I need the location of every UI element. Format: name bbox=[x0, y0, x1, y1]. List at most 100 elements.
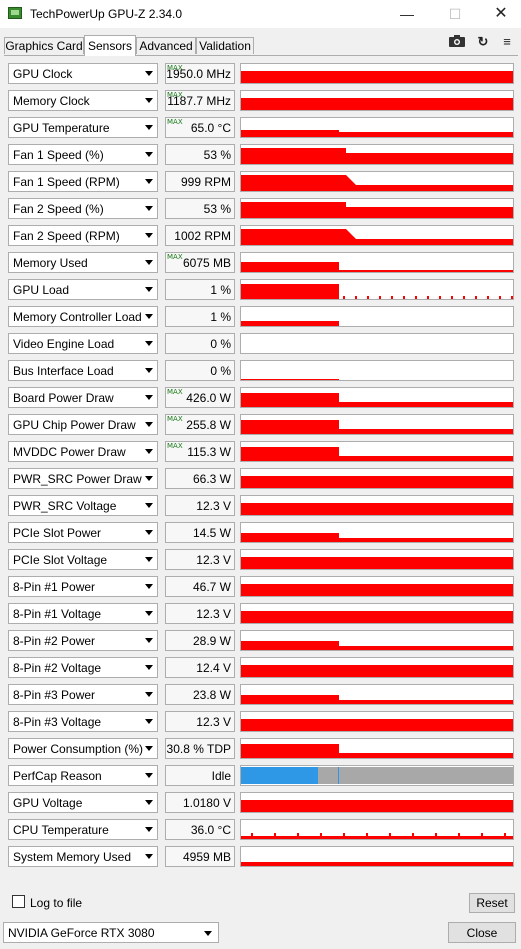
chevron-down-icon bbox=[145, 611, 153, 616]
sensor-value-box: 4959 MB bbox=[165, 846, 235, 867]
sensor-label-dropdown[interactable]: Video Engine Load bbox=[8, 333, 158, 354]
reset-button[interactable]: Reset bbox=[469, 893, 515, 913]
close-window-button[interactable]: ✕ bbox=[494, 5, 508, 22]
sensor-graph bbox=[240, 657, 514, 678]
chevron-down-icon bbox=[145, 206, 153, 211]
sensor-label-dropdown[interactable]: 8-Pin #2 Power bbox=[8, 630, 158, 651]
sensor-label-dropdown[interactable]: System Memory Used bbox=[8, 846, 158, 867]
sensor-graph bbox=[240, 603, 514, 624]
sensor-label-dropdown[interactable]: MVDDC Power Draw bbox=[8, 441, 158, 462]
sensor-value-box: 12.3 V bbox=[165, 603, 235, 624]
sensor-label-dropdown[interactable]: Fan 2 Speed (RPM) bbox=[8, 225, 158, 246]
sensor-graph bbox=[240, 144, 514, 165]
sensor-value-box: 0 % bbox=[165, 360, 235, 381]
sensor-row-fan-2-speed: Fan 2 Speed (%) 53 % bbox=[8, 198, 514, 221]
sensor-label-dropdown[interactable]: Fan 1 Speed (%) bbox=[8, 144, 158, 165]
sensor-row-8-pin-3-power: 8-Pin #3 Power 23.8 W bbox=[8, 684, 514, 707]
sensor-row-system-memory-used: System Memory Used 4959 MB bbox=[8, 846, 514, 869]
tab-sensors[interactable]: Sensors bbox=[84, 35, 136, 56]
sensor-value-box: 46.7 W bbox=[165, 576, 235, 597]
sensor-value-box: 53 % bbox=[165, 144, 235, 165]
maximize-button[interactable]: ☐ bbox=[448, 6, 462, 22]
sensor-label-dropdown[interactable]: GPU Load bbox=[8, 279, 158, 300]
sensor-label: GPU Voltage bbox=[13, 796, 83, 810]
sensor-label: GPU Temperature bbox=[13, 121, 110, 135]
chevron-down-icon bbox=[145, 314, 153, 319]
chevron-down-icon bbox=[145, 854, 153, 859]
sensor-value: 0 % bbox=[210, 337, 231, 351]
tab-validation[interactable]: Validation bbox=[196, 37, 254, 54]
sensor-graph bbox=[240, 252, 514, 273]
camera-icon[interactable] bbox=[448, 34, 466, 50]
sensor-graph bbox=[240, 468, 514, 489]
sensor-label-dropdown[interactable]: GPU Chip Power Draw bbox=[8, 414, 158, 435]
sensor-label-dropdown[interactable]: PWR_SRC Power Draw bbox=[8, 468, 158, 489]
sensor-graph bbox=[240, 333, 514, 354]
window-title: TechPowerUp GPU-Z 2.34.0 bbox=[30, 7, 183, 21]
sensor-label-dropdown[interactable]: GPU Voltage bbox=[8, 792, 158, 813]
sensor-value: 23.8 W bbox=[192, 688, 231, 702]
close-button[interactable]: Close bbox=[448, 922, 516, 943]
sensor-row-mvddc-power-draw: MVDDC Power Draw MAX 115.3 W bbox=[8, 441, 514, 464]
gpu-select-dropdown[interactable]: NVIDIA GeForce RTX 3080 bbox=[3, 922, 219, 943]
sensor-label-dropdown[interactable]: GPU Temperature bbox=[8, 117, 158, 138]
sensor-value: 12.3 V bbox=[196, 499, 231, 513]
log-to-file-label: Log to file bbox=[30, 896, 83, 910]
sensor-label: GPU Load bbox=[13, 283, 70, 297]
sensor-graph bbox=[240, 117, 514, 138]
sensor-label-dropdown[interactable]: PCIe Slot Voltage bbox=[8, 549, 158, 570]
sensor-label-dropdown[interactable]: Fan 2 Speed (%) bbox=[8, 198, 158, 219]
title-bar: TechPowerUp GPU-Z 2.34.0 — ☐ ✕ bbox=[0, 0, 521, 28]
sensor-label: Fan 1 Speed (%) bbox=[13, 148, 104, 162]
sensor-label: Fan 1 Speed (RPM) bbox=[13, 175, 120, 189]
sensor-label-dropdown[interactable]: 8-Pin #1 Power bbox=[8, 576, 158, 597]
sensor-label-dropdown[interactable]: PCIe Slot Power bbox=[8, 522, 158, 543]
sensor-value-box: 30.8 % TDP bbox=[165, 738, 235, 759]
sensor-label-dropdown[interactable]: Fan 1 Speed (RPM) bbox=[8, 171, 158, 192]
sensor-row-memory-used: Memory Used MAX 6075 MB bbox=[8, 252, 514, 275]
menu-icon[interactable]: ≡ bbox=[503, 34, 511, 49]
sensor-label-dropdown[interactable]: 8-Pin #1 Voltage bbox=[8, 603, 158, 624]
sensor-label-dropdown[interactable]: GPU Clock bbox=[8, 63, 158, 84]
sensor-value-box: 66.3 W bbox=[165, 468, 235, 489]
sensor-label-dropdown[interactable]: Memory Controller Load bbox=[8, 306, 158, 327]
tab-graphics-card[interactable]: Graphics Card bbox=[4, 37, 84, 54]
sensor-label: CPU Temperature bbox=[13, 823, 109, 837]
tab-advanced[interactable]: Advanced bbox=[136, 37, 196, 54]
sensor-label: GPU Clock bbox=[13, 67, 73, 81]
sensor-label-dropdown[interactable]: 8-Pin #3 Voltage bbox=[8, 711, 158, 732]
sensor-label-dropdown[interactable]: Memory Clock bbox=[8, 90, 158, 111]
sensor-value: 30.8 % TDP bbox=[166, 742, 231, 756]
sensor-label-dropdown[interactable]: CPU Temperature bbox=[8, 819, 158, 840]
sensor-label-dropdown[interactable]: PWR_SRC Voltage bbox=[8, 495, 158, 516]
sensor-label: PWR_SRC Voltage bbox=[13, 499, 117, 513]
sensor-label-dropdown[interactable]: 8-Pin #3 Power bbox=[8, 684, 158, 705]
sensor-label-dropdown[interactable]: Power Consumption (%) bbox=[8, 738, 158, 759]
sensor-label-dropdown[interactable]: Memory Used bbox=[8, 252, 158, 273]
sensor-graph bbox=[240, 630, 514, 651]
sensor-value: 12.3 V bbox=[196, 607, 231, 621]
sensor-value: 1002 RPM bbox=[174, 229, 231, 243]
sensor-row-gpu-temperature: GPU Temperature MAX 65.0 °C bbox=[8, 117, 514, 140]
chevron-down-icon bbox=[145, 395, 153, 400]
chevron-down-icon bbox=[204, 931, 212, 936]
minimize-button[interactable]: — bbox=[400, 6, 414, 22]
sensor-label-dropdown[interactable]: Bus Interface Load bbox=[8, 360, 158, 381]
sensor-value: 255.8 W bbox=[186, 418, 231, 432]
sensor-value-box: MAX 426.0 W bbox=[165, 387, 235, 408]
sensor-value: 28.9 W bbox=[192, 634, 231, 648]
sensor-value: 4959 MB bbox=[182, 850, 231, 864]
sensor-label: Memory Clock bbox=[13, 94, 90, 108]
sensor-label-dropdown[interactable]: PerfCap Reason bbox=[8, 765, 158, 786]
sensor-label: MVDDC Power Draw bbox=[13, 445, 126, 459]
sensor-label: PCIe Slot Voltage bbox=[13, 553, 108, 567]
sensor-graph bbox=[240, 738, 514, 759]
refresh-icon[interactable]: ↻ bbox=[477, 34, 489, 49]
sensor-value: 53 % bbox=[203, 202, 231, 216]
sensor-row-gpu-chip-power-draw: GPU Chip Power Draw MAX 255.8 W bbox=[8, 414, 514, 437]
sensor-value-box: 53 % bbox=[165, 198, 235, 219]
sensor-label-dropdown[interactable]: Board Power Draw bbox=[8, 387, 158, 408]
sensor-value-box: 28.9 W bbox=[165, 630, 235, 651]
log-to-file-checkbox[interactable] bbox=[12, 895, 25, 908]
sensor-label-dropdown[interactable]: 8-Pin #2 Voltage bbox=[8, 657, 158, 678]
